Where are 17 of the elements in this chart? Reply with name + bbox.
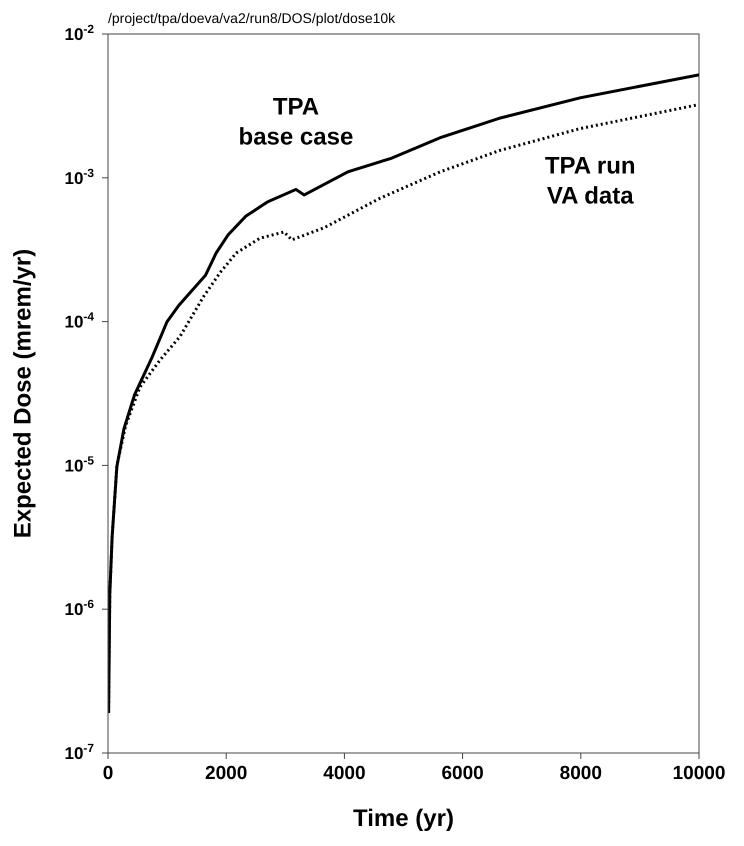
y-tick-label: 10$^{-5}$ bbox=[64, 453, 94, 476]
y-tick-label: 10$^{-6}$ bbox=[64, 597, 94, 620]
x-tick-label: 0 bbox=[102, 763, 114, 784]
x-tick-label: 10000 bbox=[672, 763, 726, 784]
y-tick-label: 10$^{-4}$ bbox=[64, 310, 94, 332]
series-label: TPA base case bbox=[238, 93, 354, 150]
series-label: TPA run VA data bbox=[544, 152, 636, 210]
y-axis-title: Expected Dose (mrem/yr) bbox=[10, 248, 37, 538]
y-tick-label: 10$^{-2}$ bbox=[64, 22, 94, 44]
y-tick-label: 10$^{-3}$ bbox=[64, 166, 94, 188]
x-axis-title: Time (yr) bbox=[353, 805, 454, 832]
y-tick-label: 10$^{-7}$ bbox=[64, 741, 94, 763]
x-tick-label: 6000 bbox=[441, 763, 484, 784]
chart-title: /project/tpa/doeva/va2/run8/DOS/plot/dose10k bbox=[108, 10, 396, 26]
x-tick-label: 4000 bbox=[323, 763, 366, 784]
x-tick-label: 8000 bbox=[560, 763, 602, 784]
x-tick-label: 2000 bbox=[205, 763, 248, 784]
